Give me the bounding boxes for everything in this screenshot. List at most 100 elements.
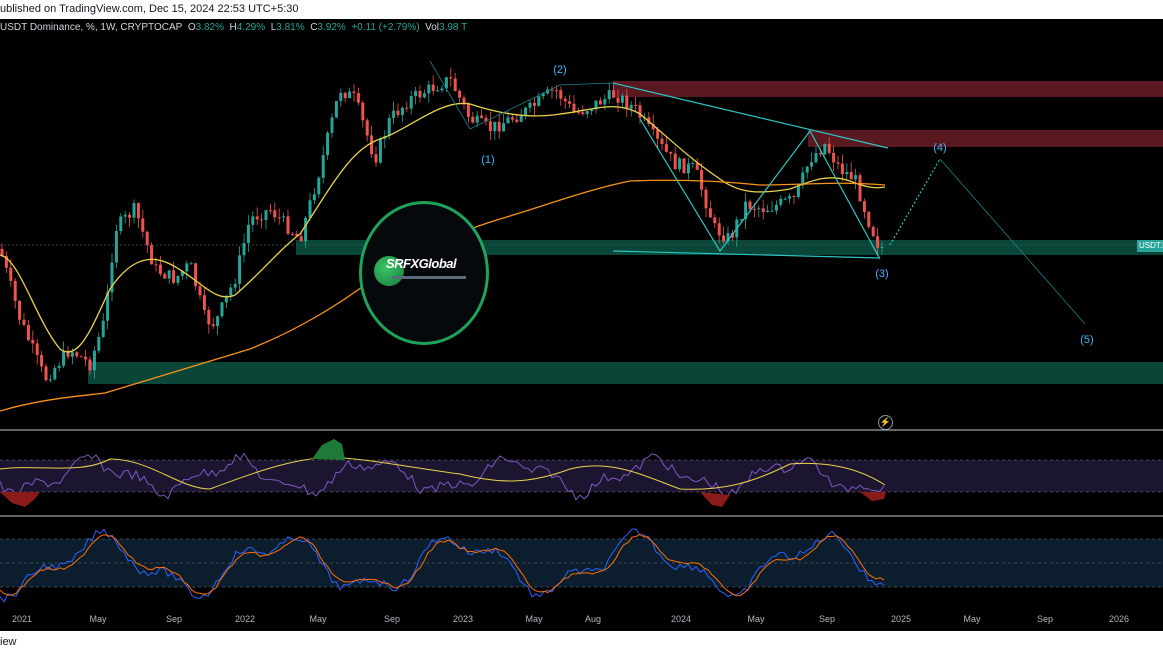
- candle-body: [686, 163, 690, 174]
- time-axis-label: 2024: [671, 614, 691, 624]
- candle-body: [761, 208, 765, 213]
- candle-body: [172, 270, 176, 283]
- time-axis-label: Sep: [1037, 614, 1053, 624]
- candle-body: [440, 88, 444, 91]
- candle-body: [827, 143, 831, 153]
- candle-body: [854, 175, 858, 180]
- candle-body: [541, 93, 545, 97]
- candle-body: [475, 115, 479, 123]
- candle-body: [277, 217, 281, 219]
- candle-body: [757, 208, 761, 210]
- candle-body: [92, 350, 96, 371]
- candle-body: [330, 117, 334, 133]
- lightning-icon[interactable]: ⚡: [878, 415, 893, 430]
- candle-body: [664, 144, 668, 152]
- candle-body: [880, 246, 884, 248]
- price-tag: USDT.D: [1137, 240, 1163, 252]
- elliott-wave-lines: [429, 60, 1086, 325]
- candle-body: [286, 216, 290, 234]
- candle-body: [783, 198, 787, 200]
- candle-body: [4, 255, 8, 268]
- candle-body: [119, 216, 123, 232]
- candle-body: [862, 201, 866, 212]
- candle-body: [242, 242, 246, 256]
- candle-body: [185, 263, 189, 272]
- candle-body: [352, 91, 356, 94]
- candle-body: [836, 162, 840, 164]
- candle-body: [110, 262, 114, 293]
- candle-body: [62, 350, 66, 366]
- candle-body: [180, 271, 184, 276]
- candle-body: [823, 143, 827, 155]
- candle-body: [211, 324, 215, 327]
- candle-body: [638, 105, 642, 118]
- candle-body: [713, 217, 717, 224]
- candle-body: [202, 295, 206, 310]
- candle-body: [695, 163, 699, 170]
- chart-area[interactable]: (1) (2) (3) (4) (5) 2021 May Sep 2022 May Sep…: [0, 19, 1163, 631]
- candle-body: [339, 92, 343, 102]
- candle-body: [176, 275, 180, 283]
- candle-body: [607, 90, 611, 100]
- candle-body: [343, 92, 347, 99]
- candle-body: [167, 270, 171, 279]
- candle-body: [532, 102, 536, 106]
- candle-body: [867, 211, 871, 227]
- time-axis-label: 2022: [235, 614, 255, 624]
- close-value: 3.92%: [317, 22, 346, 33]
- candle-body: [766, 210, 770, 213]
- candle-body: [400, 107, 404, 116]
- candle-body: [216, 316, 220, 327]
- globe-icon: [374, 256, 404, 286]
- candle-body: [832, 152, 836, 163]
- rsi-oversold-fill-3: [860, 492, 886, 501]
- high-value: 4.29%: [236, 22, 266, 33]
- candle-body: [466, 104, 470, 117]
- srfx-logo: SRFXGlobal: [359, 201, 489, 345]
- candle-body: [268, 210, 272, 212]
- candle-body: [387, 117, 391, 137]
- candle-body: [722, 235, 726, 242]
- logo-brand: SRFXGlobal: [386, 256, 457, 271]
- candle-body: [290, 233, 294, 235]
- candle-body: [554, 90, 558, 92]
- candle-body: [13, 280, 17, 301]
- candle-body: [229, 287, 233, 296]
- candle-body: [818, 153, 822, 155]
- candle-body: [678, 158, 682, 170]
- time-axis-label: 2023: [453, 614, 473, 624]
- wave-label-3: (3): [875, 268, 888, 280]
- candle-body: [774, 204, 778, 211]
- rsi-oversold-fill-2: [700, 492, 730, 507]
- candle-body: [220, 302, 224, 317]
- candle-body: [40, 354, 44, 367]
- candle-body: [378, 138, 382, 163]
- candle-body: [361, 102, 365, 121]
- candle-body: [788, 196, 792, 199]
- chart-canvas[interactable]: (1) (2) (3) (4) (5) 2021 May Sep 2022 May Sep…: [0, 19, 1163, 631]
- candle-body: [700, 169, 704, 190]
- candle-body: [550, 89, 554, 91]
- candle-body: [233, 283, 237, 288]
- candle-body: [625, 95, 629, 109]
- chart-legend: USDT Dominance, %, 1W, CRYPTOCAP O3.82% …: [0, 22, 468, 33]
- candle-body: [629, 104, 633, 109]
- candle-body: [634, 104, 638, 106]
- candle-body: [871, 226, 875, 237]
- candle-body: [123, 214, 127, 217]
- candle-body: [321, 155, 325, 178]
- time-axis[interactable]: 2021 May Sep 2022 May Sep 2023 May Aug 2024 May Sep…: [12, 614, 1129, 624]
- candle-body: [409, 96, 413, 109]
- candle-body: [585, 111, 589, 115]
- candle-body: [559, 90, 563, 99]
- candle-body: [717, 223, 721, 236]
- candle-body: [704, 189, 708, 209]
- rsi-ma-line: [0, 456, 886, 490]
- candle-body: [568, 101, 572, 104]
- candle-body: [502, 123, 506, 132]
- time-axis-label: May: [89, 614, 107, 624]
- candle-body: [497, 121, 501, 132]
- candle-body: [145, 231, 149, 246]
- candle-body: [691, 163, 695, 165]
- candle-body: [260, 219, 264, 221]
